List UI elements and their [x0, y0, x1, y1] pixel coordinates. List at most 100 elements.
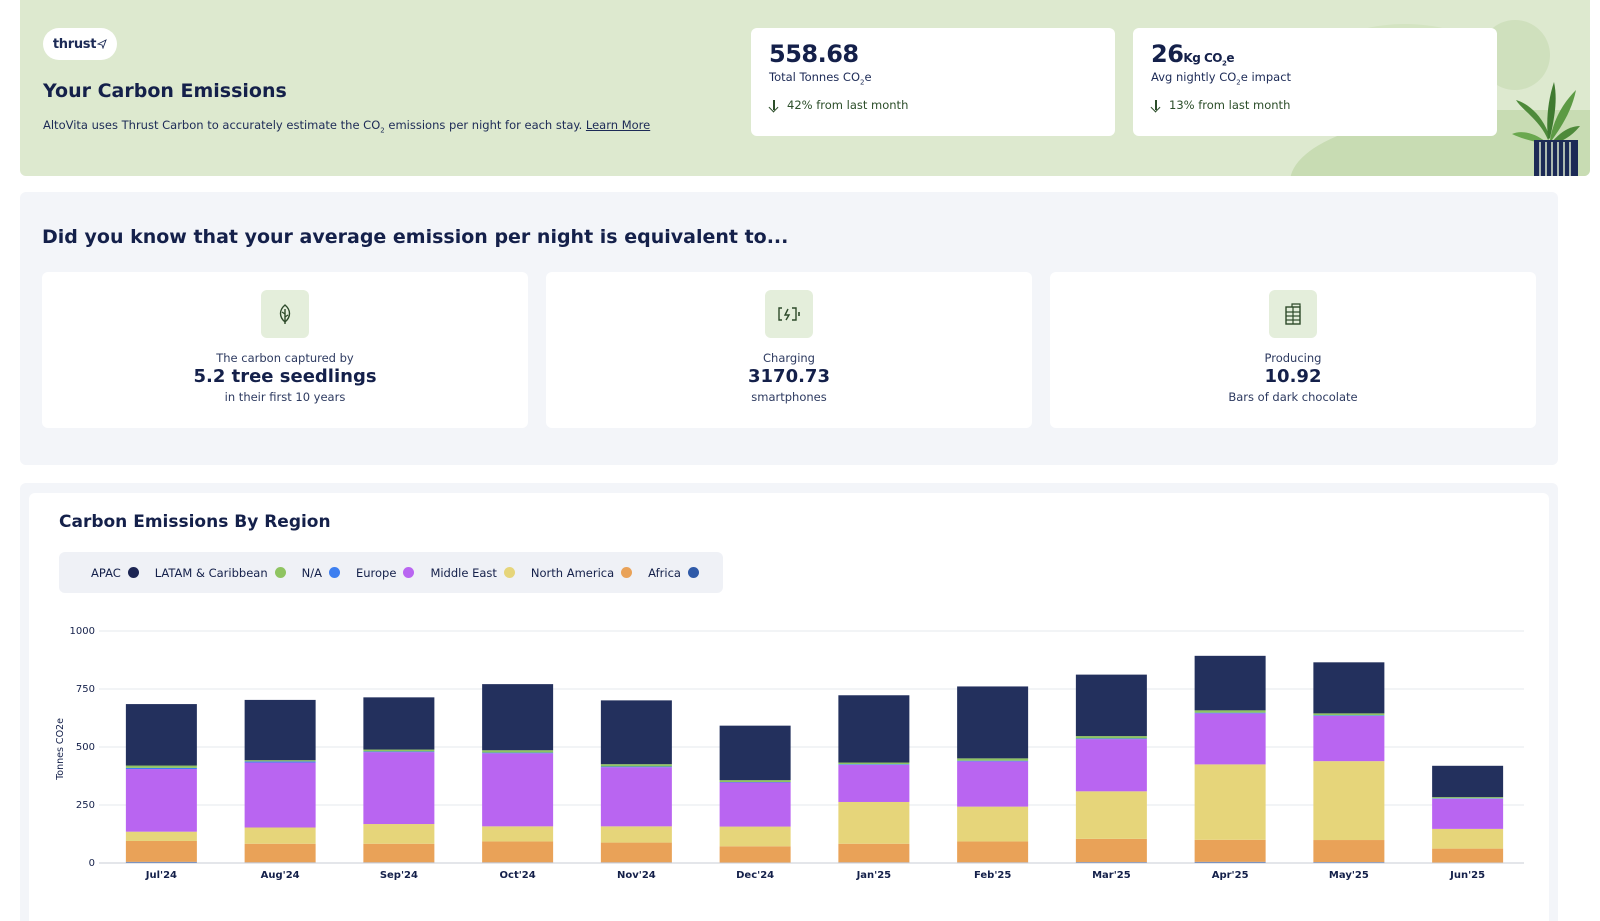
- bar-segment-middle-east: [600, 826, 672, 843]
- desc-subscript: 2: [380, 126, 385, 135]
- label-text: e: [864, 70, 872, 84]
- unit-text: e: [1226, 51, 1234, 65]
- legend-dot-icon: [503, 567, 515, 578]
- value-unit: Kg CO2e: [1183, 51, 1234, 68]
- legend-label: Middle East: [430, 565, 497, 580]
- bar-segment-europe: [244, 762, 316, 828]
- bar-segment-north-america: [600, 842, 672, 863]
- y-tick-label: 250: [76, 800, 95, 811]
- x-tick-label: Jun'25: [1449, 870, 1485, 881]
- y-tick-label: 1000: [70, 626, 95, 637]
- legend-dot-icon: [274, 567, 286, 578]
- equivalents-title: Did you know that your average emission …: [42, 226, 789, 248]
- arrow-down-icon: [1151, 99, 1161, 111]
- equivalent-post: smartphones: [751, 390, 827, 404]
- learn-more-link[interactable]: Learn More: [585, 118, 651, 132]
- bar-segment-europe: [482, 753, 554, 827]
- desc-text: AltoVita uses Thrust Carbon to accuratel…: [43, 118, 381, 132]
- bar-segment-latam-caribbean: [838, 762, 910, 765]
- y-tick-label: 500: [76, 742, 95, 753]
- bar-segment-middle-east: [482, 826, 554, 842]
- x-tick-label: Mar'25: [1092, 870, 1131, 881]
- bar-segment-apac: [1194, 655, 1266, 711]
- x-tick-label: Sep'24: [380, 870, 418, 881]
- bar-segment-north-america: [719, 846, 791, 863]
- legend-label: APAC: [91, 565, 121, 580]
- equivalent-post: Bars of dark chocolate: [1228, 390, 1358, 404]
- bar-segment-apac: [1432, 765, 1504, 798]
- bar-segment-middle-east: [363, 824, 435, 844]
- legend-item-north-america[interactable]: North America: [531, 566, 633, 580]
- paper-plane-icon: [97, 39, 107, 49]
- change-text: 42% from last month: [787, 98, 909, 113]
- unit-text: Kg CO: [1183, 51, 1222, 65]
- bar-segment-latam-caribbean: [125, 765, 197, 768]
- bar-segment-latam-caribbean: [363, 749, 435, 752]
- legend-label: LATAM & Caribbean: [154, 565, 268, 580]
- legend-dot-icon: [127, 567, 139, 578]
- bar-segment-middle-east: [1432, 828, 1504, 849]
- legend-item-n-a[interactable]: N/A: [302, 566, 340, 580]
- legend-item-latam-caribbean[interactable]: LATAM & Caribbean: [155, 566, 286, 580]
- unit-subscript: 2: [1221, 59, 1227, 68]
- legend-label: Europe: [355, 565, 397, 580]
- bar-segment-north-america: [1313, 840, 1385, 863]
- label-subscript: 2: [860, 78, 865, 87]
- thrust-logo: thrust: [43, 28, 117, 60]
- chart-section: Carbon Emissions By Region APAC LATAM & C…: [20, 483, 1558, 921]
- bar-segment-apac: [1313, 662, 1385, 714]
- equivalent-card-seedlings: The carbon captured by 5.2 tree seedling…: [42, 272, 528, 428]
- legend-label: Africa: [648, 565, 681, 580]
- page-title: Your Carbon Emissions: [43, 80, 287, 102]
- bar-segment-apac: [363, 697, 435, 750]
- bar-segment-north-america: [838, 843, 910, 863]
- bar-segment-north-america: [957, 841, 1029, 863]
- desc-text: emissions per night for each stay.: [384, 118, 583, 132]
- bar-segment-middle-east: [1194, 764, 1266, 840]
- bar-segment-middle-east: [244, 827, 316, 844]
- bar-segment-europe: [719, 782, 791, 827]
- bar-segment-n-a: [363, 751, 435, 753]
- chart-title: Carbon Emissions By Region: [59, 512, 331, 532]
- legend-item-apac[interactable]: APAC: [91, 566, 139, 580]
- equivalent-card-smartphones: Charging 3170.73 smartphones: [546, 272, 1032, 428]
- bar-segment-apac: [600, 700, 672, 765]
- x-tick-label: Oct'24: [500, 870, 536, 881]
- bar-segment-n-a: [600, 766, 672, 768]
- chart-card: Carbon Emissions By Region APAC LATAM & C…: [29, 493, 1549, 921]
- chart-legend: APAC LATAM & Caribbean N/A Europe Middle Eas…: [59, 552, 723, 593]
- carbon-emissions-hero: thrust Your Carbon Emissions AltoVita us…: [20, 0, 1590, 176]
- legend-item-africa[interactable]: Africa: [648, 566, 699, 580]
- bar-segment-europe: [1313, 715, 1385, 762]
- bar-segment-n-a: [1075, 738, 1147, 740]
- bar-segment-apac: [482, 684, 554, 751]
- total-change: 42% from last month: [769, 98, 1097, 112]
- bar-segment-n-a: [1194, 712, 1266, 714]
- avg-nightly-value: 26Kg CO2e: [1151, 40, 1479, 68]
- bar-segment-n-a: [125, 767, 197, 770]
- legend-dot-icon: [403, 567, 415, 578]
- bar-segment-europe: [1075, 739, 1147, 792]
- legend-item-europe[interactable]: Europe: [355, 565, 415, 580]
- bar-segment-latam-caribbean: [244, 760, 316, 762]
- bar-segment-north-america: [1075, 838, 1147, 863]
- label-text: e impact: [1240, 70, 1292, 84]
- bar-segment-middle-east: [1075, 791, 1147, 839]
- bar-segment-latam-caribbean: [957, 758, 1029, 761]
- bar-segment-europe: [1194, 713, 1266, 765]
- equivalent-value: 10.92: [1264, 366, 1322, 387]
- bar-segment-latam-caribbean: [1075, 736, 1147, 739]
- legend-item-middle-east[interactable]: Middle East: [430, 565, 515, 580]
- logo-text: thrust: [52, 36, 97, 52]
- bar-segment-n-a: [482, 752, 554, 754]
- x-tick-label: Feb'25: [974, 870, 1011, 881]
- bar-segment-latam-caribbean: [1194, 710, 1266, 713]
- label-text: Avg nightly CO: [1151, 70, 1237, 84]
- value-number: 26: [1151, 40, 1184, 68]
- chocolate-bar-icon: [1269, 290, 1317, 338]
- emissions-bar-chart: 0 250 500 750 1000 Tonnes CO2e Jul'24 Aug'24 Sep…: [55, 626, 1524, 881]
- bar-segment-north-america: [1432, 848, 1504, 863]
- bar-segment-apac: [1075, 674, 1147, 737]
- avg-nightly-card: 26Kg CO2e Avg nightly CO2e impact 13% fr…: [1133, 28, 1497, 136]
- bar-segment-europe: [125, 769, 197, 832]
